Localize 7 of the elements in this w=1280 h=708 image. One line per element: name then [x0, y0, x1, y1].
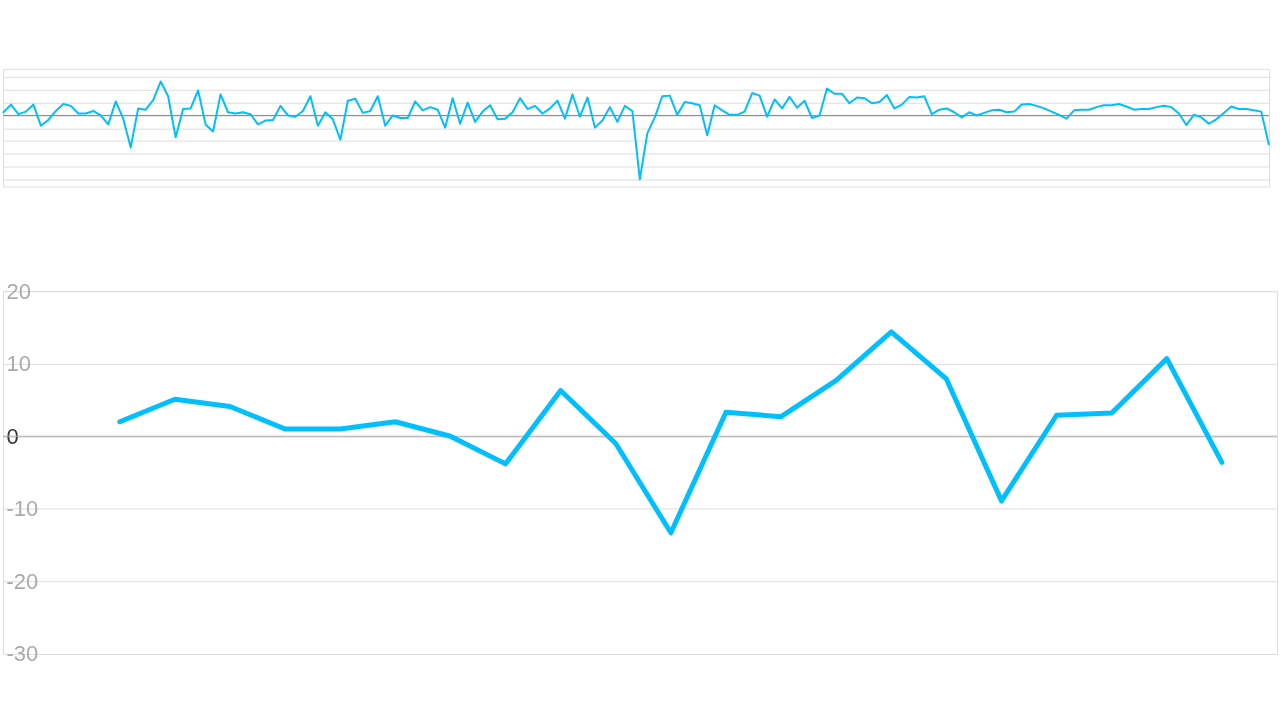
line-series — [117, 329, 1225, 536]
y-tick-label: -10 — [6, 496, 39, 522]
y-tick-label: 0 — [6, 423, 19, 449]
y-tick-label: -30 — [6, 641, 39, 667]
y-tick-label: -20 — [6, 568, 39, 594]
y-tick-label: 20 — [6, 278, 31, 304]
y-tick-label: 10 — [6, 351, 31, 377]
